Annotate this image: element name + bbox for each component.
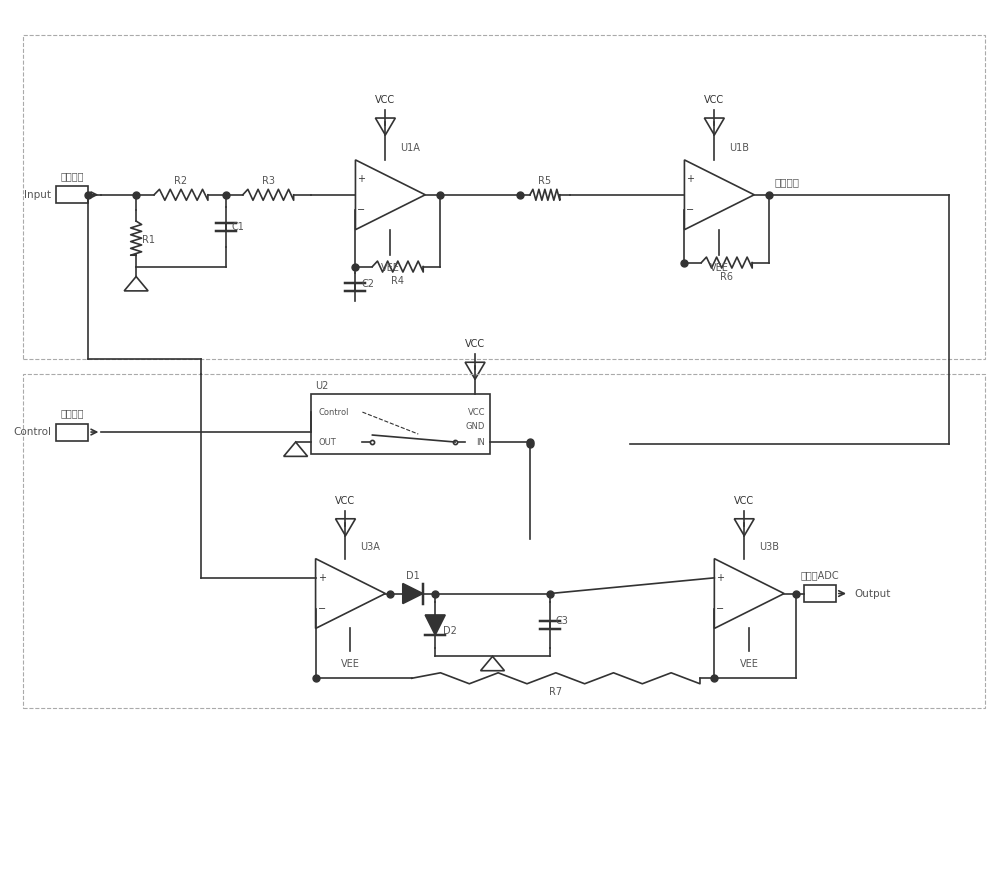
Text: 开关控制: 开关控制 [61,408,84,418]
Text: VCC: VCC [465,340,485,350]
Polygon shape [425,615,445,635]
Polygon shape [403,584,423,603]
Text: U3B: U3B [759,542,779,552]
Text: VCC: VCC [734,496,754,506]
Text: VCC: VCC [704,95,724,105]
Text: R5: R5 [538,176,551,186]
Text: D2: D2 [443,626,457,636]
Text: −: − [317,604,326,614]
Text: U1A: U1A [400,143,420,153]
Text: +: + [716,573,724,583]
Text: +: + [357,174,365,184]
Text: VEE: VEE [381,263,400,273]
Text: −: − [686,206,694,215]
Text: −: − [716,604,724,614]
Text: U1B: U1B [729,143,749,153]
Text: VEE: VEE [710,263,729,273]
Text: 波形输入: 波形输入 [61,171,84,181]
Text: VCC: VCC [335,496,356,506]
Text: VEE: VEE [341,660,360,670]
Text: Input: Input [24,190,51,199]
Text: U3A: U3A [360,542,380,552]
Text: +: + [318,573,326,583]
Text: Control: Control [319,408,349,417]
Text: C3: C3 [556,616,569,626]
Text: R7: R7 [549,687,562,697]
Text: C1: C1 [232,222,245,232]
Text: R1: R1 [142,234,155,245]
Text: +: + [686,174,694,184]
Text: 输出至ADC: 输出至ADC [801,570,839,580]
Text: VCC: VCC [468,408,485,417]
Text: 展宽输出: 展宽输出 [774,177,799,187]
Text: R6: R6 [720,272,733,282]
Text: R3: R3 [262,176,275,186]
Text: Control: Control [13,427,51,437]
Text: C2: C2 [361,279,374,289]
Text: R2: R2 [174,176,188,186]
Text: OUT: OUT [319,437,336,446]
Text: Output: Output [854,588,890,599]
Text: VEE: VEE [740,660,759,670]
Text: VCC: VCC [375,95,395,105]
Text: D1: D1 [406,570,420,580]
Text: −: − [357,206,365,215]
Text: U2: U2 [316,381,329,392]
Text: IN: IN [476,437,485,446]
Text: R4: R4 [391,275,404,285]
Text: GND: GND [466,422,485,431]
